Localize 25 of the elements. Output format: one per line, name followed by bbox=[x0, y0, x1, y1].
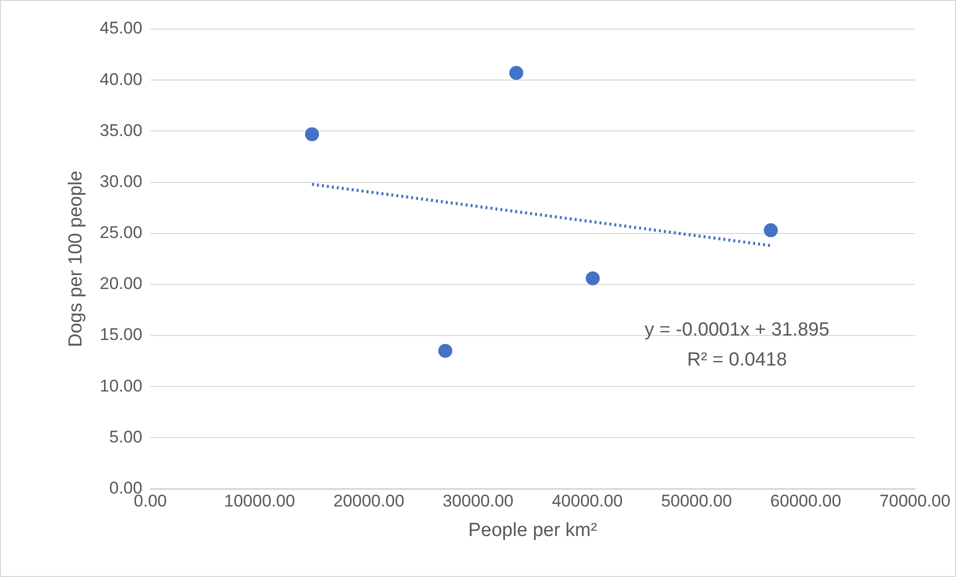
x-tick-label: 60000.00 bbox=[770, 492, 842, 511]
point bbox=[305, 127, 320, 142]
x-tick-label: 40000.00 bbox=[552, 492, 623, 511]
y-tick-label: 25.00 bbox=[100, 223, 142, 242]
y-tick-label: 10.00 bbox=[100, 376, 142, 396]
x-tick-label: 10000.00 bbox=[224, 492, 296, 511]
y-tick-label: 45.00 bbox=[100, 18, 142, 38]
y-axis-title: Dogs per 100 people bbox=[66, 170, 87, 348]
y-tick-label: 40.00 bbox=[100, 70, 142, 89]
y-tick-label: 30.00 bbox=[100, 172, 142, 191]
y-tick-label: 15.00 bbox=[100, 325, 142, 344]
point bbox=[509, 66, 524, 80]
x-tick-label: 30000.00 bbox=[442, 492, 514, 511]
point bbox=[764, 223, 778, 238]
annotation: y = -0.0001x + 31.895 bbox=[644, 319, 830, 340]
x-axis-title: People per km² bbox=[468, 520, 598, 541]
x-tick-label: 70000.00 bbox=[880, 492, 950, 511]
y-tick-label: 5.00 bbox=[109, 427, 142, 446]
point bbox=[438, 344, 452, 358]
y-tick-label: 35.00 bbox=[100, 120, 142, 140]
point bbox=[586, 271, 600, 286]
y-tick-label: 20.00 bbox=[100, 274, 142, 294]
annotation: R² = 0.0418 bbox=[687, 349, 787, 370]
x-tick-label: 50000.00 bbox=[661, 492, 732, 511]
x-tick-label: 20000.00 bbox=[333, 492, 404, 511]
